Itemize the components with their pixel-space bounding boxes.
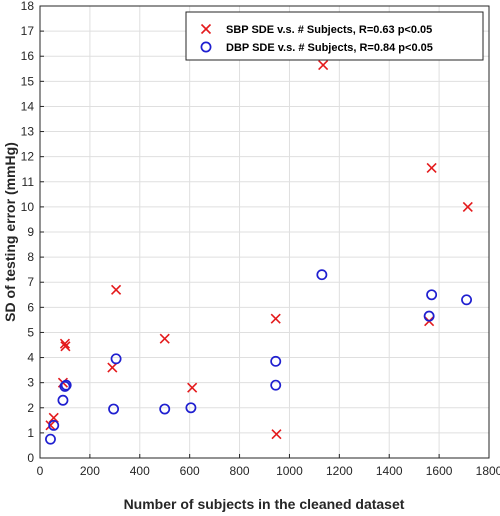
dbp-point-circle-marker (270, 355, 282, 367)
sbp-point-x-marker (426, 162, 437, 174)
legend-label-dbp: DBP SDE v.s. # Subjects, R=0.84 p<0.05 (226, 42, 433, 54)
y-tick-label: 3 (27, 376, 34, 390)
series-dbp (45, 269, 472, 445)
x-tick-label: 200 (80, 464, 100, 478)
sbp-point-x-marker (111, 284, 122, 295)
legend-label-sbp: SBP SDE v.s. # Subjects, R=0.63 p<0.05 (226, 24, 432, 36)
sbp-point-x-marker (270, 313, 281, 324)
y-tick-label: 15 (21, 74, 35, 88)
dbp-point-circle-marker (59, 380, 71, 392)
x-tick-label: 1000 (276, 464, 303, 478)
sbp-point-x-marker (318, 59, 329, 71)
sbp-point-x-marker (187, 382, 198, 393)
legend-box (185, 11, 484, 61)
dbp-point-circle-marker (57, 394, 69, 406)
x-axis-label: Number of subjects in the cleaned datase… (124, 496, 405, 512)
dbp-point-circle-marker (423, 310, 435, 322)
y-tick-label: 17 (21, 24, 35, 38)
y-tick-label: 7 (27, 275, 34, 289)
data-points (45, 59, 473, 445)
y-tick-label: 5 (27, 325, 34, 339)
sbp-point-x-marker (462, 201, 473, 212)
x-tick-label: 1200 (326, 464, 353, 478)
x-tick-label: 800 (230, 464, 250, 478)
dbp-point-circle-marker (185, 402, 197, 414)
dbp-point-circle-marker (461, 294, 472, 306)
x-tick-label: 1600 (426, 464, 453, 478)
y-tick-label: 13 (21, 125, 35, 139)
y-tick-label: 4 (27, 351, 34, 365)
dbp-point-circle-marker (60, 379, 72, 391)
sbp-point-x-marker (271, 429, 282, 440)
y-axis-label: SD of testing error (mmHg) (2, 142, 18, 322)
x-tick-label: 1400 (376, 464, 403, 478)
y-tick-label: 16 (21, 49, 35, 63)
legend-marker-sbp (200, 23, 212, 35)
x-tick-label: 400 (130, 464, 150, 478)
legend-x-marker (200, 23, 212, 35)
dbp-point-circle-marker (316, 269, 328, 281)
legend: SBP SDE v.s. # Subjects, R=0.63 p<0.05 D… (185, 11, 484, 61)
x-axis-ticks: 0 200 400 600 800 1000 1200 1400 1600 1800 (37, 454, 500, 478)
dbp-point-circle-marker (159, 403, 171, 415)
x-tick-label: 600 (180, 464, 200, 478)
y-tick-label: 6 (27, 300, 34, 314)
y-tick-label: 11 (22, 175, 35, 189)
y-tick-label: 10 (21, 200, 35, 214)
x-tick-label: 1800 (476, 464, 500, 478)
y-tick-label: 0 (27, 451, 34, 465)
y-tick-label: 18 (21, 0, 35, 13)
dbp-point-circle-marker (270, 379, 282, 391)
y-tick-label: 14 (21, 99, 35, 113)
series-sbp (45, 59, 473, 440)
sbp-point-x-marker (159, 333, 170, 344)
sbp-point-x-marker (59, 338, 71, 349)
legend-circle-marker (200, 41, 212, 53)
y-tick-label: 1 (27, 426, 34, 440)
dbp-point-circle-marker (48, 419, 60, 431)
sbp-point-x-marker (45, 420, 56, 431)
y-tick-label: 8 (27, 250, 34, 264)
x-tick-label: 0 (37, 464, 44, 478)
legend-marker-dbp (200, 41, 212, 53)
dbp-point-circle-marker (426, 289, 438, 301)
sbp-point-x-marker (60, 341, 71, 352)
sbp-point-x-marker (107, 362, 118, 373)
dbp-point-circle-marker (110, 353, 122, 365)
y-tick-label: 12 (21, 150, 35, 164)
y-tick-label: 2 (27, 401, 34, 415)
y-tick-label: 9 (27, 225, 34, 239)
dbp-point-circle-marker (45, 433, 56, 445)
dbp-point-circle-marker (108, 403, 120, 415)
